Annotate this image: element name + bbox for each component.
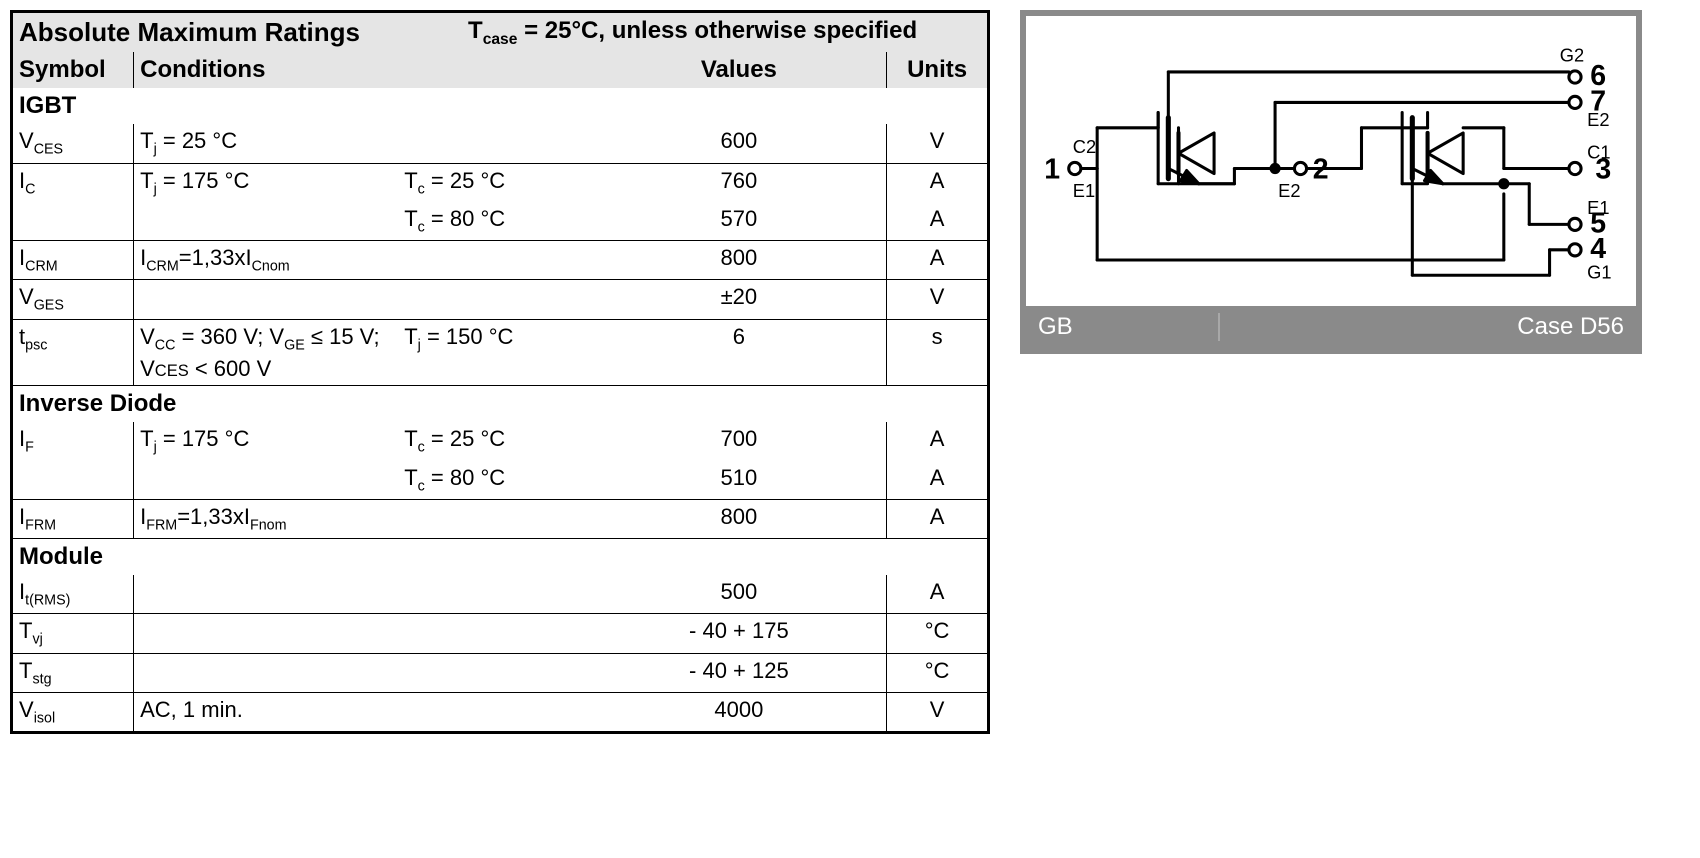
row-itrms: It(RMS) 500 A — [12, 575, 989, 614]
svg-text:G2: G2 — [1560, 45, 1584, 66]
row-tpsc: tpsc VCC = 360 V; VGE ≤ 15 V; VCES < 600… — [12, 319, 989, 386]
section-module: Module — [12, 539, 989, 576]
svg-text:C1: C1 — [1587, 141, 1610, 162]
row-visol: Visol AC, 1 min. 4000 V — [12, 692, 989, 732]
row-icrm: ICRM ICRM=1,33xICnom 800 A — [12, 241, 989, 280]
schematic-panel: 1 C2 E1 2 E2 3 C1 6 7 G2 E2 5 4 E1 G1 — [1020, 10, 1642, 354]
table-title: Absolute Maximum Ratings — [12, 12, 399, 53]
svg-text:2: 2 — [1313, 154, 1329, 186]
schematic-canvas: 1 C2 E1 2 E2 3 C1 6 7 G2 E2 5 4 E1 G1 — [1026, 16, 1636, 306]
svg-text:G1: G1 — [1587, 261, 1611, 282]
col-conditions: Conditions — [134, 52, 592, 88]
svg-text:E1: E1 — [1587, 197, 1609, 218]
table-note: Tcase = 25°C, unless otherwise specified — [398, 12, 988, 53]
svg-text:E2: E2 — [1587, 109, 1609, 130]
circuit-diagram-icon: 1 C2 E1 2 E2 3 C1 6 7 G2 E2 5 4 E1 G1 — [1026, 16, 1636, 311]
svg-text:C2: C2 — [1073, 136, 1096, 157]
panel-code: GB — [1026, 313, 1220, 341]
ratings-table: Absolute Maximum Ratings Tcase = 25°C, u… — [10, 10, 990, 734]
row-tstg: Tstg - 40 + 125 °C — [12, 653, 989, 692]
row-ic-2: Tc = 80 °C 570 A — [12, 202, 989, 241]
svg-text:E1: E1 — [1073, 180, 1095, 201]
row-vges: VGES ±20 V — [12, 280, 989, 319]
row-if-1: IF Tj = 175 °C Tc = 25 °C 700 A — [12, 422, 989, 460]
row-ifrm: IFRM IFRM=1,33xIFnom 800 A — [12, 499, 989, 538]
panel-footer: GB Case D56 — [1026, 306, 1636, 348]
svg-text:1: 1 — [1044, 154, 1060, 186]
section-igbt: IGBT — [12, 88, 989, 124]
col-units: Units — [887, 52, 989, 88]
svg-text:4: 4 — [1590, 233, 1606, 265]
panel-case: Case D56 — [1220, 313, 1636, 341]
row-if-2: Tc = 80 °C 510 A — [12, 461, 989, 500]
col-values: Values — [592, 52, 887, 88]
row-tvj: Tvj - 40 + 175 °C — [12, 614, 989, 653]
row-vces: VCES Tj = 25 °C 600 V — [12, 124, 989, 163]
section-diode: Inverse Diode — [12, 386, 989, 423]
svg-text:E2: E2 — [1278, 180, 1300, 201]
col-symbol: Symbol — [12, 52, 134, 88]
row-ic-1: IC Tj = 175 °C Tc = 25 °C 760 A — [12, 163, 989, 202]
